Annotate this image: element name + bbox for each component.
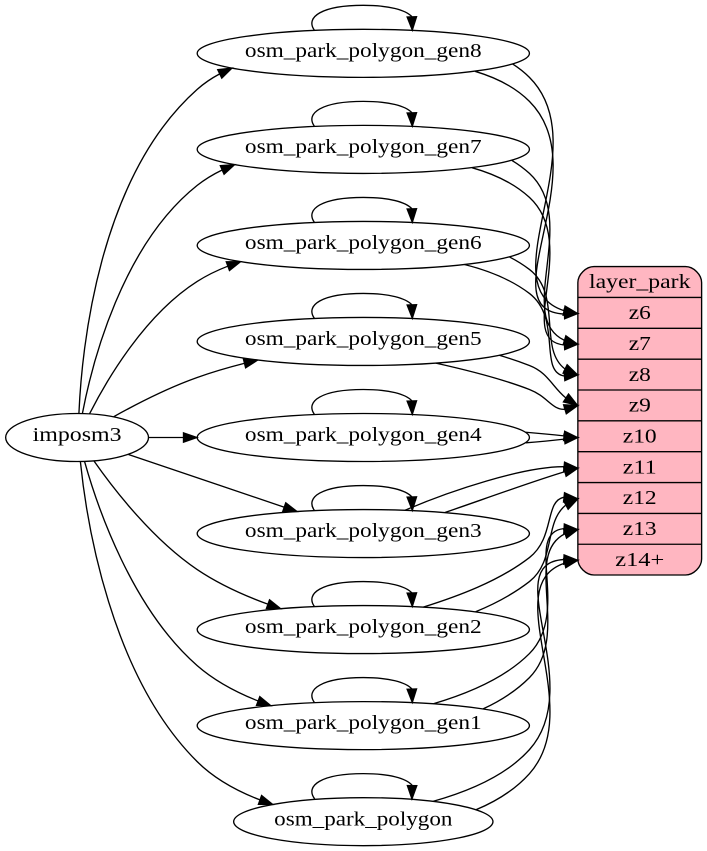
- svg-text:osm_park_polygon_gen6: osm_park_polygon_gen6: [245, 232, 482, 254]
- svg-text:osm_park_polygon_gen3: osm_park_polygon_gen3: [245, 520, 482, 542]
- svg-text:osm_park_polygon_gen7: osm_park_polygon_gen7: [245, 136, 482, 158]
- svg-text:z7: z7: [629, 333, 651, 355]
- svg-text:osm_park_polygon_gen2: osm_park_polygon_gen2: [245, 616, 482, 638]
- svg-text:osm_park_polygon_gen1: osm_park_polygon_gen1: [245, 712, 482, 734]
- svg-text:z14+: z14+: [615, 549, 664, 571]
- svg-text:osm_park_polygon_gen4: osm_park_polygon_gen4: [245, 424, 482, 446]
- svg-text:osm_park_polygon: osm_park_polygon: [274, 808, 452, 830]
- svg-text:z8: z8: [629, 364, 651, 386]
- svg-text:imposm3: imposm3: [33, 424, 122, 446]
- svg-text:z9: z9: [629, 395, 651, 417]
- svg-text:z12: z12: [623, 487, 657, 509]
- svg-text:osm_park_polygon_gen5: osm_park_polygon_gen5: [245, 328, 482, 350]
- svg-text:z11: z11: [623, 456, 657, 478]
- svg-text:z6: z6: [629, 302, 651, 324]
- svg-text:osm_park_polygon_gen8: osm_park_polygon_gen8: [245, 40, 482, 62]
- svg-text:z10: z10: [623, 426, 657, 448]
- svg-text:layer_park: layer_park: [589, 271, 691, 293]
- svg-text:z13: z13: [623, 518, 657, 540]
